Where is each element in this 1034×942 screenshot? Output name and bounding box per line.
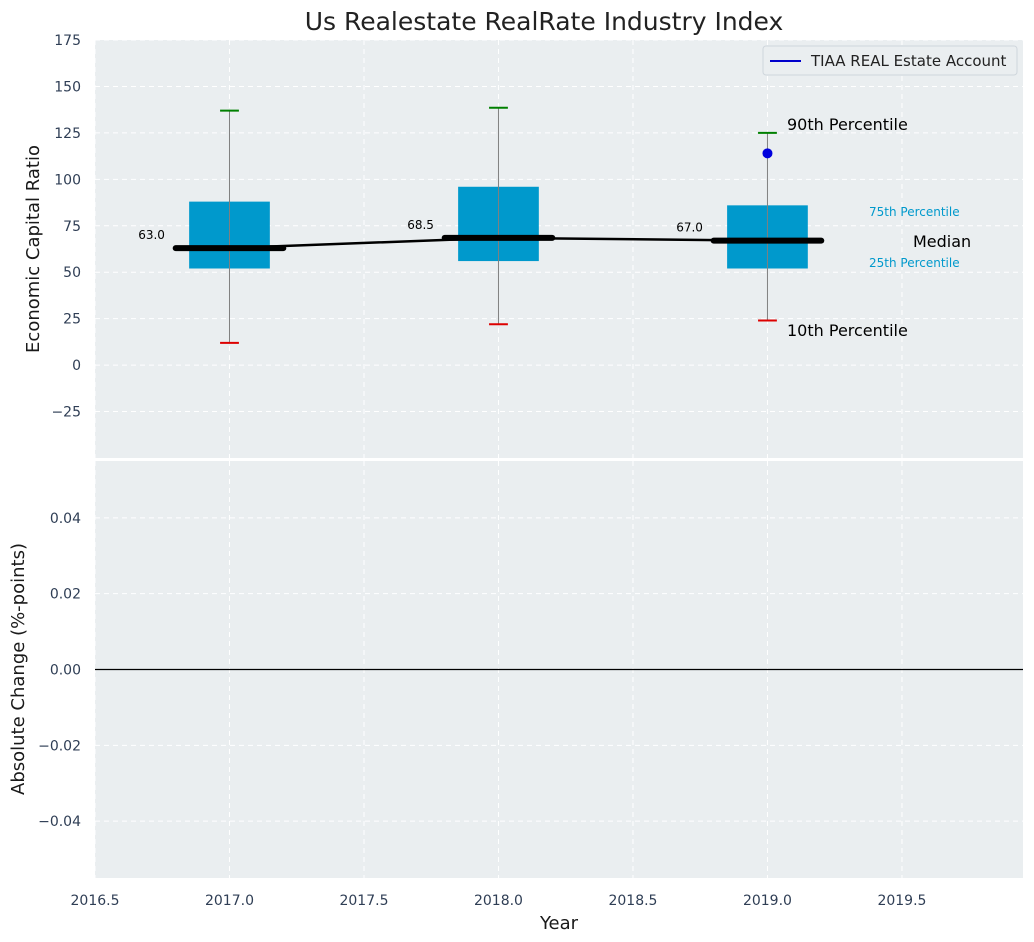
- top-boxes: 63.0 68.5 67.0: [138, 106, 825, 344]
- legend: TIAA REAL Estate Account: [762, 45, 1018, 76]
- bottom-y-tick-label: 0.02: [50, 587, 81, 603]
- top-y-tick-label: 175: [54, 33, 81, 49]
- bottom-y-tick-label: 0.00: [50, 663, 81, 679]
- top-y-tick-label: 125: [54, 126, 81, 142]
- top-panel: 63.0 68.5 67.0 −25 0 25 50 75 100 125 150 175 Us R…: [23, 7, 1023, 458]
- x-tick-label: 2018.5: [608, 893, 657, 909]
- top-y-tick-label: 75: [63, 219, 81, 235]
- x-tick-label: 2019.5: [877, 893, 926, 909]
- annotation-median: Median: [913, 232, 971, 251]
- top-y-tick-label: 0: [72, 358, 81, 374]
- annotation-75th-percentile: 75th Percentile: [869, 205, 960, 219]
- bottom-panel: −0.04 −0.02 0.00 0.02 0.04 2016.5 2017.0 2017.…: [8, 461, 1023, 934]
- top-y-tick-label: 25: [63, 312, 81, 328]
- legend-frame: [762, 45, 1018, 76]
- median-value-label: 68.5: [407, 218, 434, 232]
- legend-label: TIAA REAL Estate Account: [810, 52, 1007, 70]
- x-tick-label: 2017.0: [205, 893, 254, 909]
- bottom-y-ticks: −0.04 −0.02 0.00 0.02 0.04: [38, 511, 81, 830]
- x-tick-label: 2019.0: [743, 893, 792, 909]
- annotation-10th-percentile: 10th Percentile: [787, 321, 908, 340]
- top-y-axis-label: Economic Capital Ratio: [23, 145, 44, 353]
- top-y-tick-label: −25: [51, 405, 81, 421]
- bottom-y-tick-label: 0.04: [50, 511, 81, 527]
- annotation-90th-percentile: 90th Percentile: [787, 115, 908, 134]
- top-y-tick-label: 50: [63, 265, 81, 281]
- x-tick-label: 2016.5: [71, 893, 120, 909]
- bottom-y-tick-label: −0.04: [38, 814, 81, 830]
- x-axis-label: Year: [539, 913, 579, 934]
- x-tick-label: 2018.0: [474, 893, 523, 909]
- bottom-grid: [94, 461, 1023, 878]
- bottom-y-axis-label: Absolute Change (%-points): [8, 543, 29, 795]
- annotation-25th-percentile: 25th Percentile: [869, 256, 960, 270]
- median-value-label: 67.0: [676, 221, 703, 235]
- top-y-tick-label: 100: [54, 172, 81, 188]
- x-tick-label: 2017.5: [339, 893, 388, 909]
- bottom-x-ticks: 2016.5 2017.0 2017.5 2018.0 2018.5 2019.0 2019…: [71, 893, 927, 909]
- top-y-ticks: −25 0 25 50 75 100 125 150 175: [51, 33, 81, 421]
- percentile-annotations: 90th Percentile 75th Percentile Median 2…: [787, 115, 971, 340]
- chart-title: Us Realestate RealRate Industry Index: [305, 7, 784, 36]
- top-y-tick-label: 150: [54, 79, 81, 95]
- bottom-y-tick-label: −0.02: [38, 738, 81, 754]
- median-value-label: 63.0: [138, 228, 165, 242]
- tiaa-point: [762, 148, 773, 159]
